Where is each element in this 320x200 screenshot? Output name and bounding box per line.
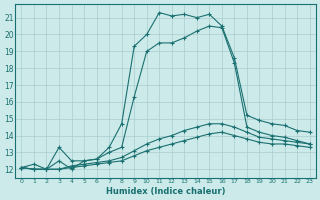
X-axis label: Humidex (Indice chaleur): Humidex (Indice chaleur) — [106, 187, 225, 196]
